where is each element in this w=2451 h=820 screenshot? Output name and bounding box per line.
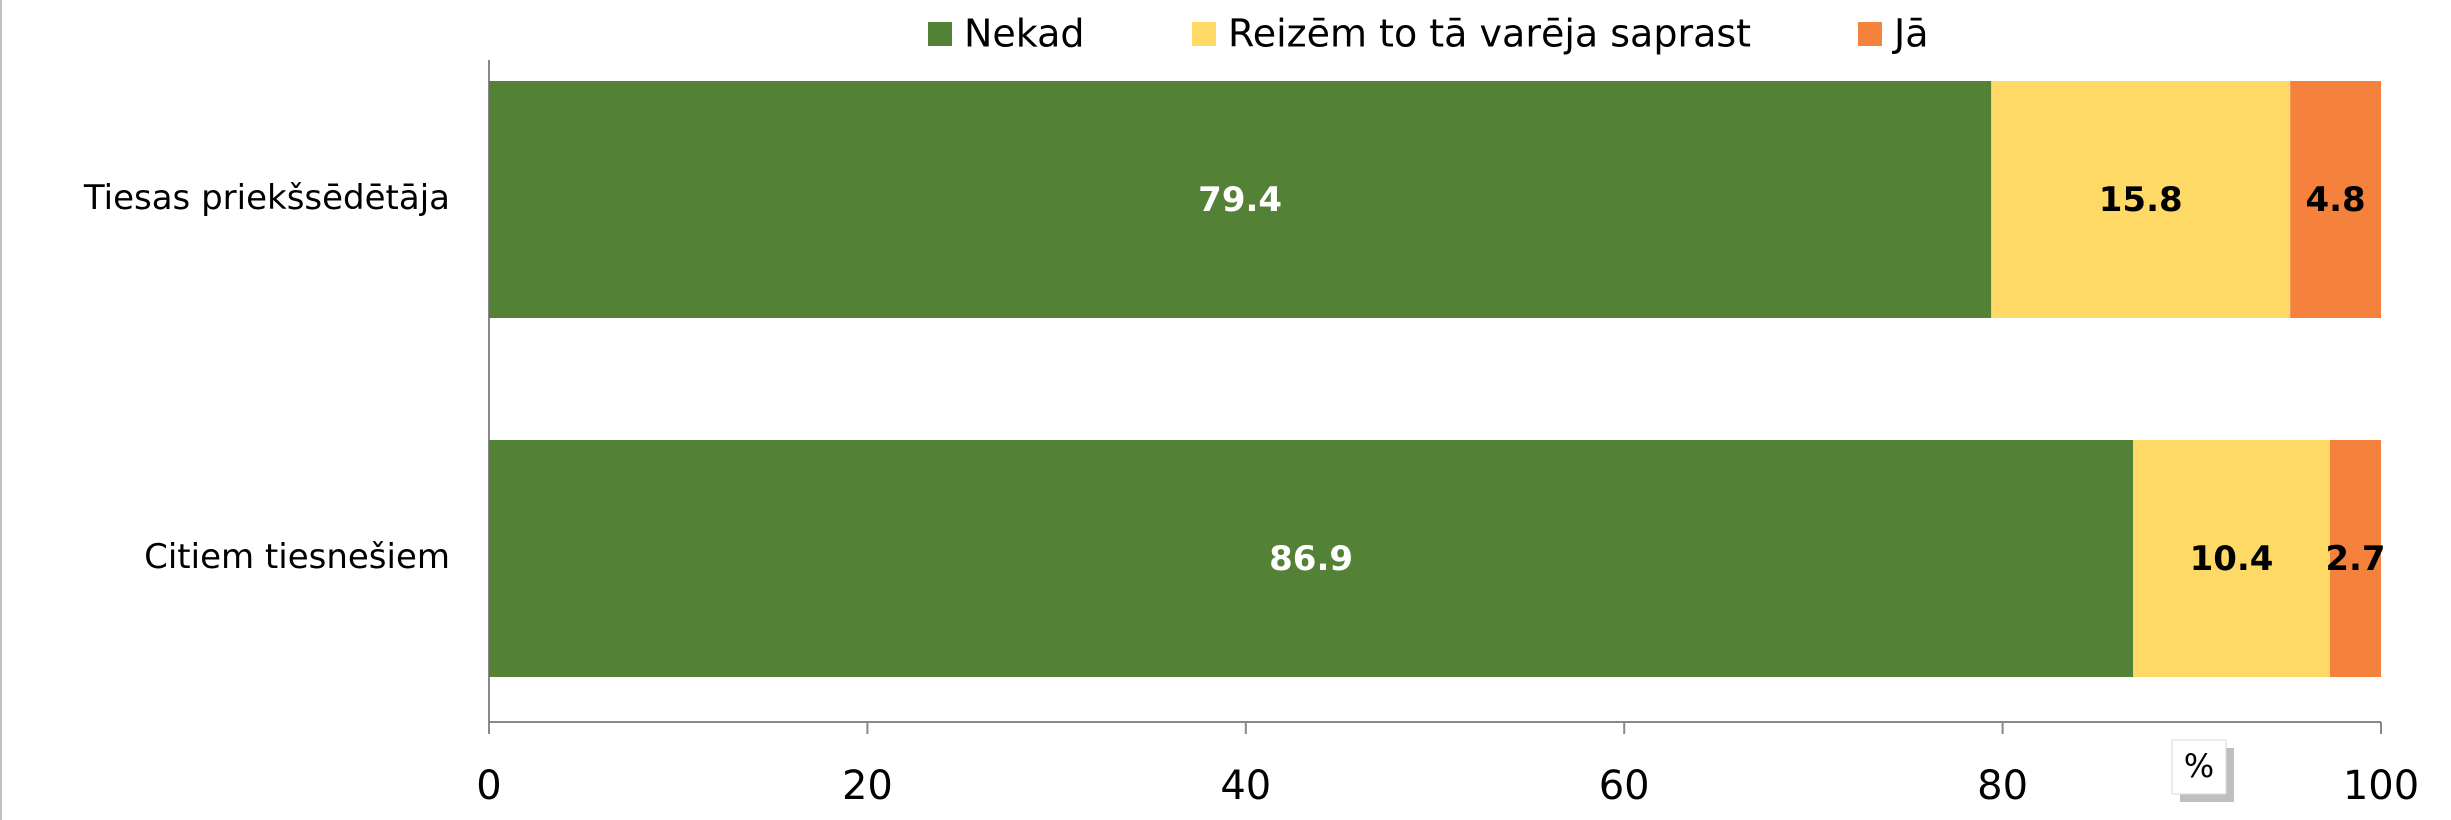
bar-segment [489, 81, 1992, 318]
legend-label: Reizēm to tā varēja saprast [1228, 12, 1751, 56]
x-axis-label: % [2184, 747, 2214, 785]
legend-label: Nekad [964, 12, 1085, 56]
x-tick-label: 40 [1220, 763, 1271, 809]
x-tick-label: 0 [476, 763, 501, 809]
unit-box [2171, 739, 2227, 795]
y-tick-label: Tiesas priekšsēdētāja [83, 178, 450, 218]
legend-swatch [1858, 22, 1882, 46]
bar-segment [2133, 440, 2330, 677]
data-label: 15.8 [2099, 180, 2183, 220]
bar-segment [2329, 440, 2381, 677]
data-label: 86.9 [1269, 539, 1353, 579]
data-label: 79.4 [1198, 180, 1282, 220]
data-label: 2.7 [2325, 539, 2385, 579]
legend-swatch [1192, 22, 1216, 46]
bar-segment [2290, 81, 2381, 318]
y-tick-label: Citiem tiesnešiem [144, 537, 450, 577]
bar-segment [1991, 81, 2291, 318]
legend-swatch [928, 22, 952, 46]
data-label: 4.8 [2305, 180, 2365, 220]
bar-segment [489, 440, 2134, 677]
data-label: 10.4 [2190, 539, 2274, 579]
legend-label: Jā [1892, 12, 1929, 56]
x-tick-label: 60 [1599, 763, 1650, 809]
x-tick-label: 20 [842, 763, 893, 809]
x-tick-label: 100 [2343, 763, 2419, 809]
x-tick-label: 80 [1977, 763, 2028, 809]
